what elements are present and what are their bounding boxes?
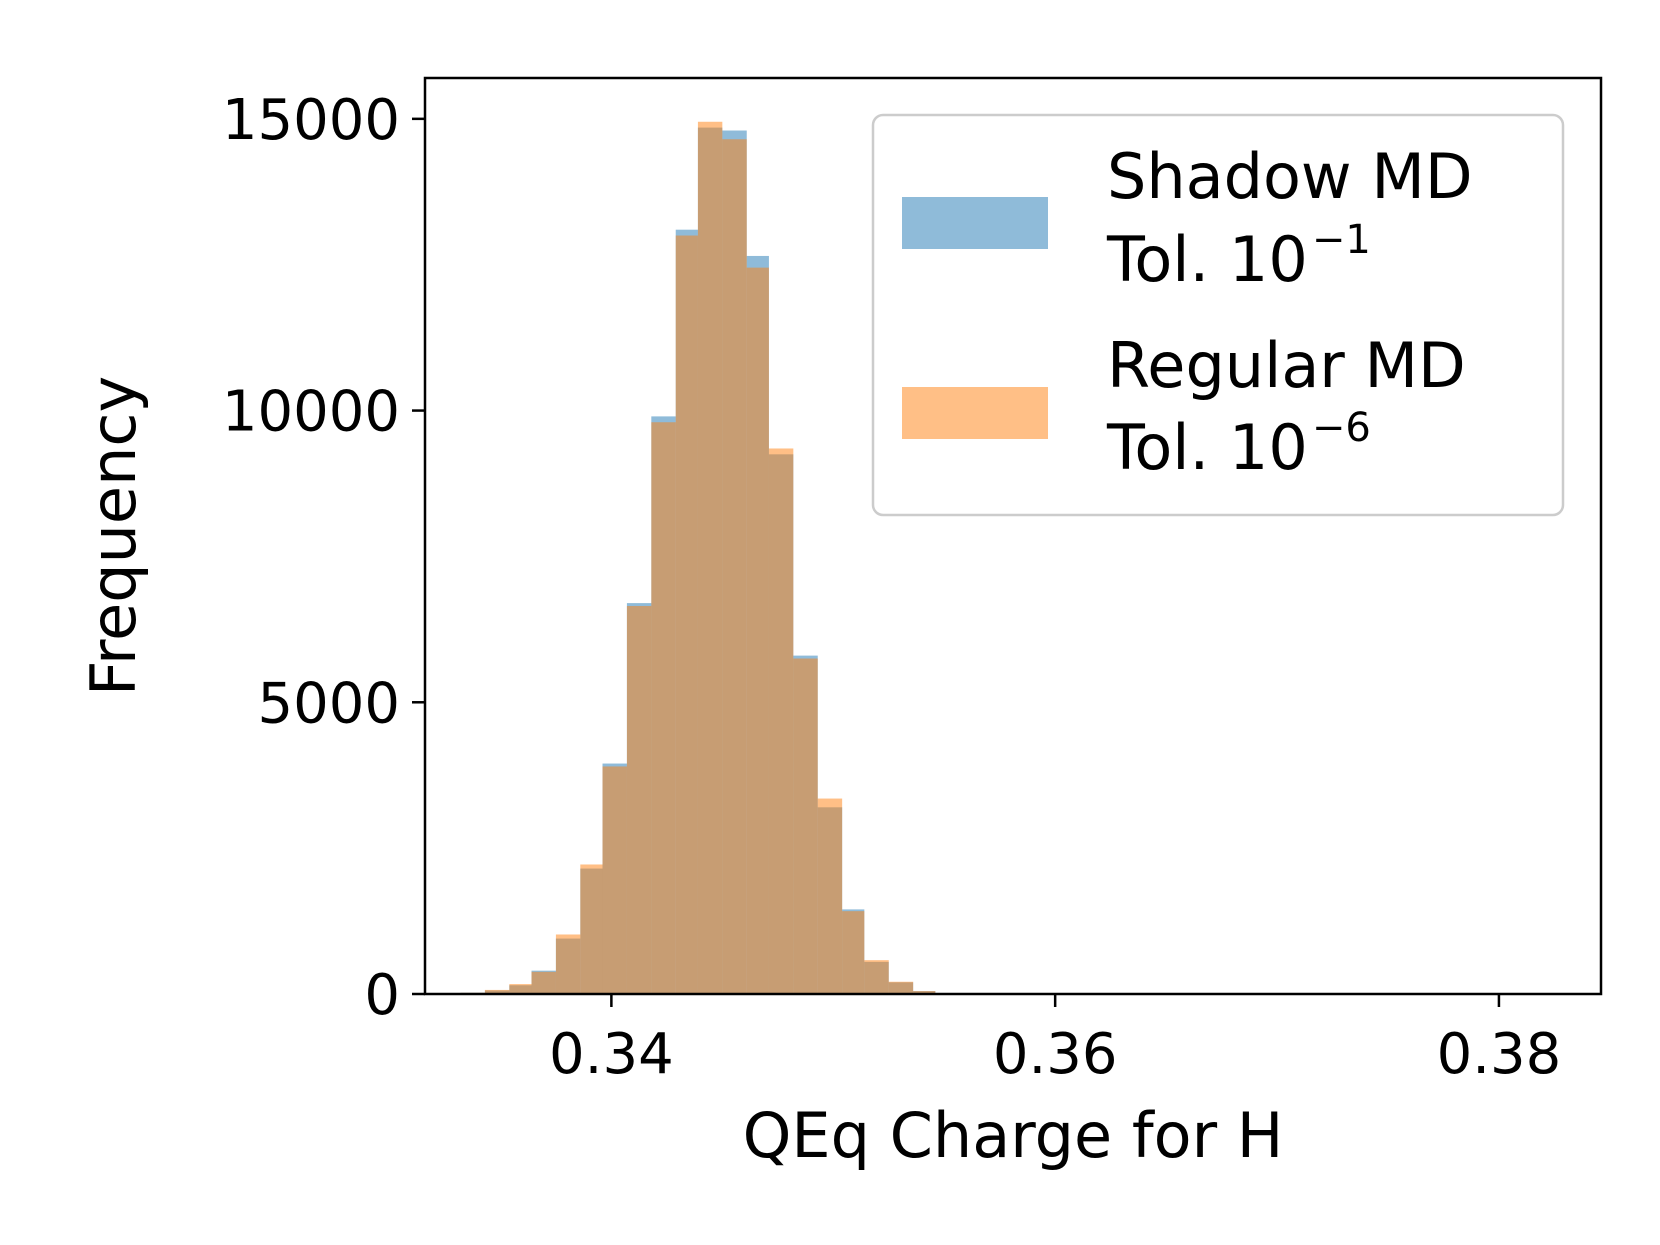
bar-regular-md-6 (602, 766, 627, 994)
x-axis-label: QEq Charge for H (743, 1099, 1284, 1172)
bar-regular-md-11 (722, 139, 747, 994)
bar-regular-md-16 (842, 911, 865, 994)
x-tick-label: 0.38 (1437, 1022, 1562, 1087)
legend-shadow-md-tol-base: Tol. 10 (1106, 223, 1308, 296)
x-tick-label: 0.36 (993, 1022, 1118, 1087)
bar-regular-md-1 (484, 989, 510, 994)
y-tick-label: 10000 (222, 380, 400, 445)
bar-regular-md-4 (555, 934, 581, 994)
bar-regular-md-2 (509, 984, 532, 994)
bar-regular-md-15 (817, 798, 843, 994)
bar-regular-md-5 (580, 864, 603, 994)
x-axis: 0.34 0.36 0.38 (549, 994, 1561, 1087)
legend-label-shadow-md-line1: Shadow MD (1107, 140, 1473, 213)
bar-regular-md-8 (651, 422, 676, 995)
legend-label-regular-md-line1: Regular MD (1107, 329, 1466, 402)
legend-swatch-shadow-md (902, 197, 1048, 249)
bar-regular-md-10 (697, 121, 723, 994)
bar-regular-md-12 (746, 267, 769, 994)
y-tick-label: 0 (364, 963, 400, 1028)
bar-regular-md-7 (626, 606, 652, 994)
y-axis-label: Frequency (77, 376, 150, 696)
legend-regular-md-tol-base: Tol. 10 (1106, 411, 1308, 484)
legend-regular-md-tol-exponent: −6 (1312, 405, 1371, 451)
legend-swatch-regular-md (902, 387, 1048, 439)
y-axis: 0 5000 10000 15000 (222, 88, 425, 1028)
legend-label-regular-md-line2: Tol. 10 −6 (1106, 405, 1371, 484)
legend-label-shadow-md-line2: Tol. 10 −1 (1106, 217, 1371, 296)
bar-regular-md-18 (888, 981, 914, 994)
x-tick-label: 0.34 (549, 1022, 674, 1087)
bar-regular-md-9 (675, 235, 698, 994)
plot-frame (423, 76, 1603, 996)
y-tick-label: 15000 (222, 88, 400, 153)
bar-regular-md-17 (864, 960, 889, 994)
bars-layer (460, 121, 936, 995)
bar-regular-md-19 (913, 991, 936, 994)
bar-regular-md-3 (531, 971, 556, 994)
legend-shadow-md-tol-exponent: −1 (1312, 217, 1371, 263)
y-tick-label: 5000 (257, 671, 400, 736)
bar-regular-md-14 (793, 658, 818, 994)
bar-regular-md-13 (768, 448, 794, 995)
legend: Shadow MD Tol. 10 −1 Regular MD Tol. 10 −6 (871, 113, 1565, 517)
